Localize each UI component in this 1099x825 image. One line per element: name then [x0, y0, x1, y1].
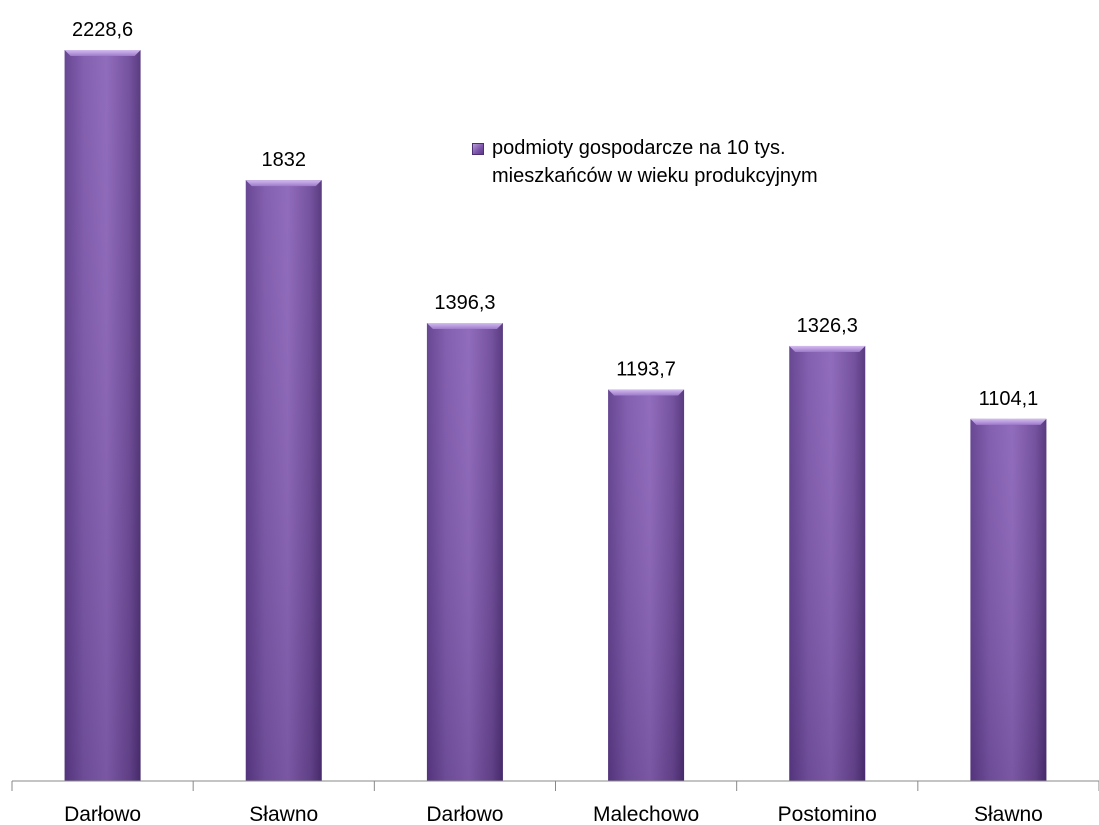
legend-entry-label: podmioty gospodarcze na 10 tys. mieszkań…	[492, 137, 818, 187]
bars-group	[64, 50, 1047, 782]
bar	[64, 50, 141, 781]
bar-top-bevel	[245, 180, 322, 187]
data-label: 1832	[262, 149, 307, 171]
bar-shading	[64, 50, 141, 781]
bar-shading	[789, 345, 866, 781]
category-label: Sławno	[249, 803, 318, 825]
legend-swatch-icon	[472, 143, 484, 155]
data-label: 2228,6	[72, 19, 133, 41]
category-label: Darłowo	[64, 803, 141, 825]
x-axis	[11, 780, 1099, 791]
bar-shading	[426, 323, 503, 781]
bar	[789, 345, 866, 781]
bar	[245, 180, 322, 782]
bar-top-bevel	[608, 389, 685, 396]
category-label: Malechowo	[593, 803, 699, 825]
legend: podmioty gospodarcze na 10 tys. mieszkań…	[472, 134, 872, 190]
category-label: Sławno	[974, 803, 1043, 825]
data-label: 1104,1	[979, 388, 1039, 410]
bar-shading	[608, 389, 685, 781]
category-labels-group: Darłowo Sławno Darłowo Malechowo Postomino Sł…	[64, 803, 1043, 825]
bar-top-bevel	[64, 50, 141, 56]
bar-top-bevel	[970, 418, 1047, 425]
bar	[426, 323, 503, 781]
bar	[970, 418, 1047, 781]
category-label: Postomino	[778, 803, 877, 825]
bar-top-bevel	[426, 323, 503, 330]
data-labels-group: 2228,6 1832 1396,3 1193,7 1326,3 1104,1	[72, 19, 1038, 410]
data-label: 1193,7	[616, 358, 676, 380]
data-label: 1396,3	[434, 292, 495, 314]
data-label: 1326,3	[797, 315, 858, 337]
bar-top-bevel	[789, 345, 866, 352]
bar-shading	[245, 180, 322, 782]
bar	[608, 389, 685, 781]
category-label: Darłowo	[426, 803, 503, 825]
bar-shading	[970, 418, 1047, 781]
